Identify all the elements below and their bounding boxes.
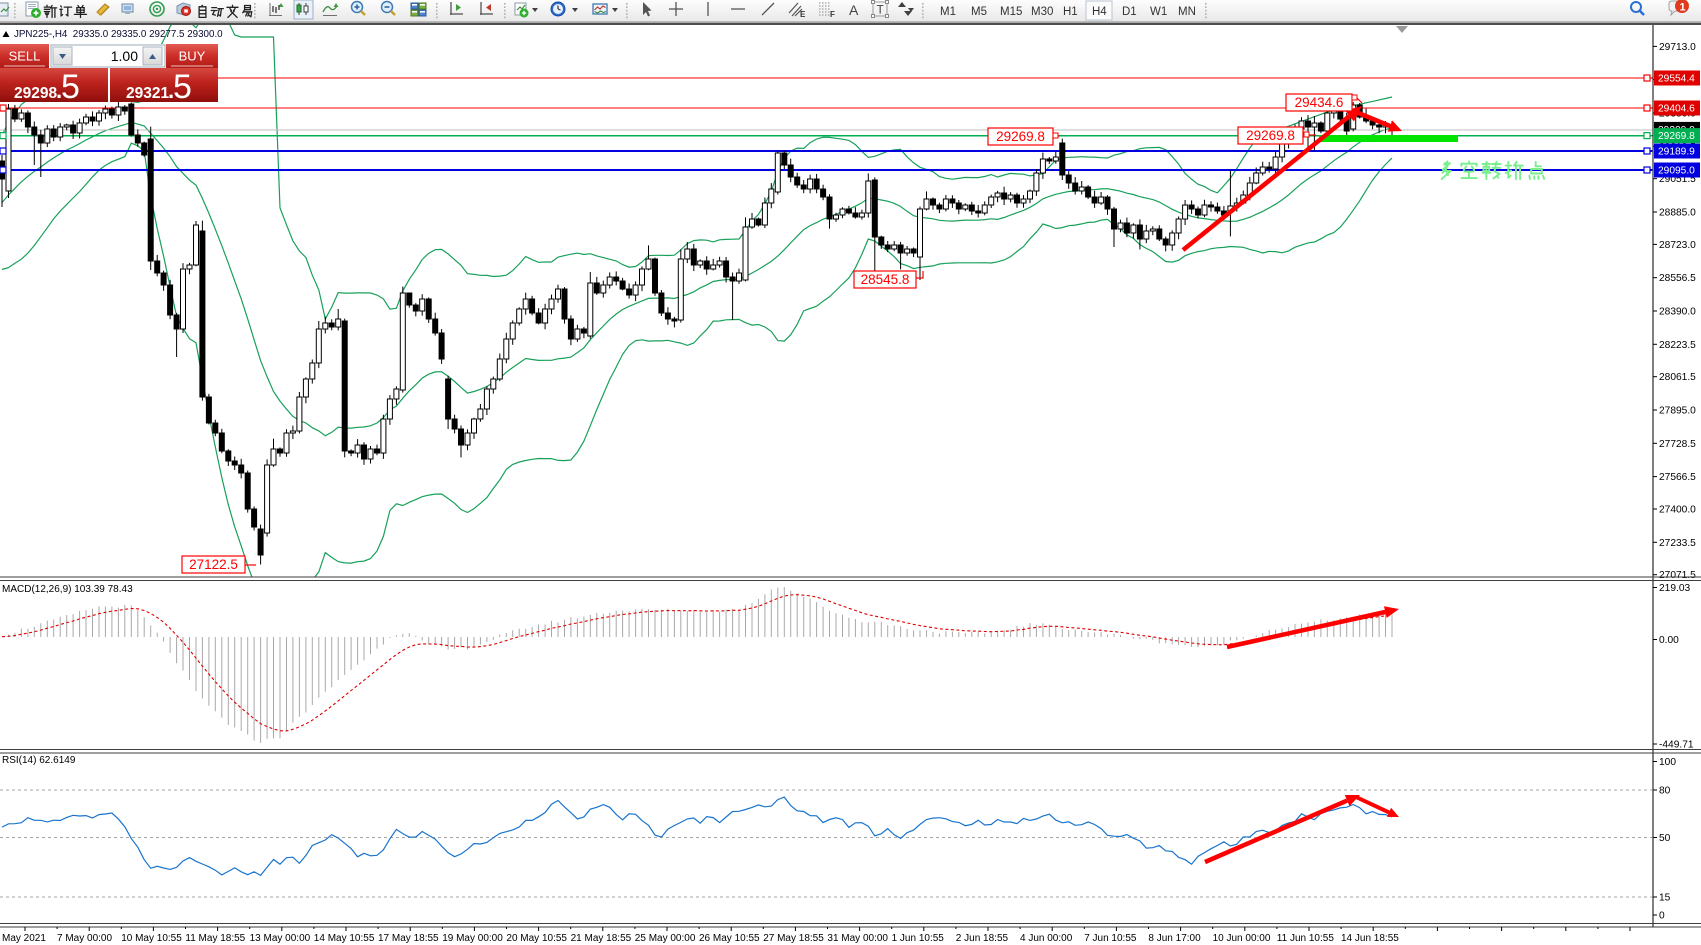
svg-text:19 May 00:00: 19 May 00:00 [442,933,503,944]
svg-text:1: 1 [1680,2,1686,14]
svg-text:20 May 10:55: 20 May 10:55 [506,933,567,944]
svg-text:28223.5: 28223.5 [1659,340,1696,351]
svg-text:W1: W1 [1150,6,1167,18]
svg-text:27728.5: 27728.5 [1659,439,1696,450]
svg-text:29269.8: 29269.8 [1658,131,1695,142]
svg-text:29298: 29298 [14,85,57,102]
svg-text:7 May 00:00: 7 May 00:00 [57,933,112,944]
svg-text:E: E [800,10,806,19]
svg-text:27895.0: 27895.0 [1659,406,1696,417]
svg-text:11 May 18:55: 11 May 18:55 [185,933,245,944]
svg-text:29095.0: 29095.0 [1658,166,1695,177]
svg-text:27122.5: 27122.5 [189,557,238,572]
svg-text:May 2021: May 2021 [2,933,46,944]
svg-text:H4: H4 [1092,6,1107,18]
svg-text:29713.0: 29713.0 [1659,42,1696,53]
svg-text:29321: 29321 [126,85,169,102]
svg-text:2 Jun 18:55: 2 Jun 18:55 [956,933,1009,944]
svg-text:MACD(12,26,9) 103.39 78.43: MACD(12,26,9) 103.39 78.43 [2,584,133,595]
svg-text:MN: MN [1178,6,1196,18]
svg-text:T: T [877,3,885,17]
svg-text:28556.5: 28556.5 [1659,273,1696,284]
svg-text:10 May 10:55: 10 May 10:55 [121,933,182,944]
svg-text:28390.0: 28390.0 [1659,307,1696,318]
svg-text:219.03: 219.03 [1659,583,1690,594]
svg-text:28545.8: 28545.8 [861,272,910,287]
svg-text:31 May 00:00: 31 May 00:00 [827,933,888,944]
svg-text:29404.6: 29404.6 [1658,104,1695,115]
svg-text:4 Jun 00:00: 4 Jun 00:00 [1020,933,1073,944]
svg-text:5: 5 [173,68,192,106]
svg-text:27233.5: 27233.5 [1659,538,1696,549]
svg-text:1 Jun 10:55: 1 Jun 10:55 [892,933,945,944]
svg-text:RSI(14) 62.6149: RSI(14) 62.6149 [2,755,76,766]
svg-text:15: 15 [1659,893,1671,904]
svg-text:28723.0: 28723.0 [1659,240,1696,251]
svg-text:14 Jun 18:55: 14 Jun 18:55 [1341,933,1399,944]
svg-text:27071.5: 27071.5 [1659,570,1696,581]
svg-text:100: 100 [1659,757,1676,768]
svg-text:26 May 10:55: 26 May 10:55 [699,933,760,944]
svg-text:D1: D1 [1122,6,1137,18]
svg-text:0.00: 0.00 [1659,635,1679,646]
svg-text:A: A [849,2,859,18]
svg-text:50: 50 [1659,833,1671,844]
svg-text:M1: M1 [940,6,956,18]
svg-text:M5: M5 [971,6,987,18]
svg-text:10 Jun 00:00: 10 Jun 00:00 [1213,933,1271,944]
svg-text:27566.5: 27566.5 [1659,472,1696,483]
svg-text:21 May 18:55: 21 May 18:55 [571,933,632,944]
svg-text:29269.8: 29269.8 [1246,128,1295,143]
svg-text:F: F [830,10,835,19]
svg-text:JPN225-,H4 29335.0 29335.0 29: JPN225-,H4 29335.0 29335.0 29277.5 29300… [14,29,223,40]
svg-text:M15: M15 [1000,6,1022,18]
svg-text:H1: H1 [1063,6,1078,18]
svg-text:29434.6: 29434.6 [1295,95,1344,110]
svg-text:8 Jun 17:00: 8 Jun 17:00 [1148,933,1201,944]
svg-text:27 May 18:55: 27 May 18:55 [763,933,824,944]
svg-text:13 May 00:00: 13 May 00:00 [250,933,311,944]
svg-text:.: . [168,78,174,103]
svg-text:1.00: 1.00 [111,48,138,64]
svg-text:17 May 18:55: 17 May 18:55 [378,933,439,944]
svg-text:SELL: SELL [9,49,41,64]
svg-text:28885.0: 28885.0 [1659,208,1696,219]
svg-text:28061.5: 28061.5 [1659,372,1696,383]
svg-text:27400.0: 27400.0 [1659,505,1696,516]
svg-text:7 Jun 10:55: 7 Jun 10:55 [1084,933,1137,944]
svg-text:.: . [56,78,62,103]
svg-text:0: 0 [1659,911,1665,922]
svg-text:80: 80 [1659,786,1671,797]
svg-text:BUY: BUY [179,49,206,64]
svg-text:25 May 00:00: 25 May 00:00 [635,933,696,944]
svg-text:5: 5 [61,68,80,106]
svg-text:-449.71: -449.71 [1659,740,1694,751]
svg-text:29189.9: 29189.9 [1658,147,1695,158]
svg-text:M30: M30 [1031,6,1053,18]
svg-text:29269.8: 29269.8 [996,129,1045,144]
svg-text:14 May 10:55: 14 May 10:55 [314,933,375,944]
svg-text:29051.5: 29051.5 [1659,174,1696,185]
svg-text:29554.4: 29554.4 [1658,74,1695,85]
svg-text:11 Jun 10:55: 11 Jun 10:55 [1277,933,1335,944]
